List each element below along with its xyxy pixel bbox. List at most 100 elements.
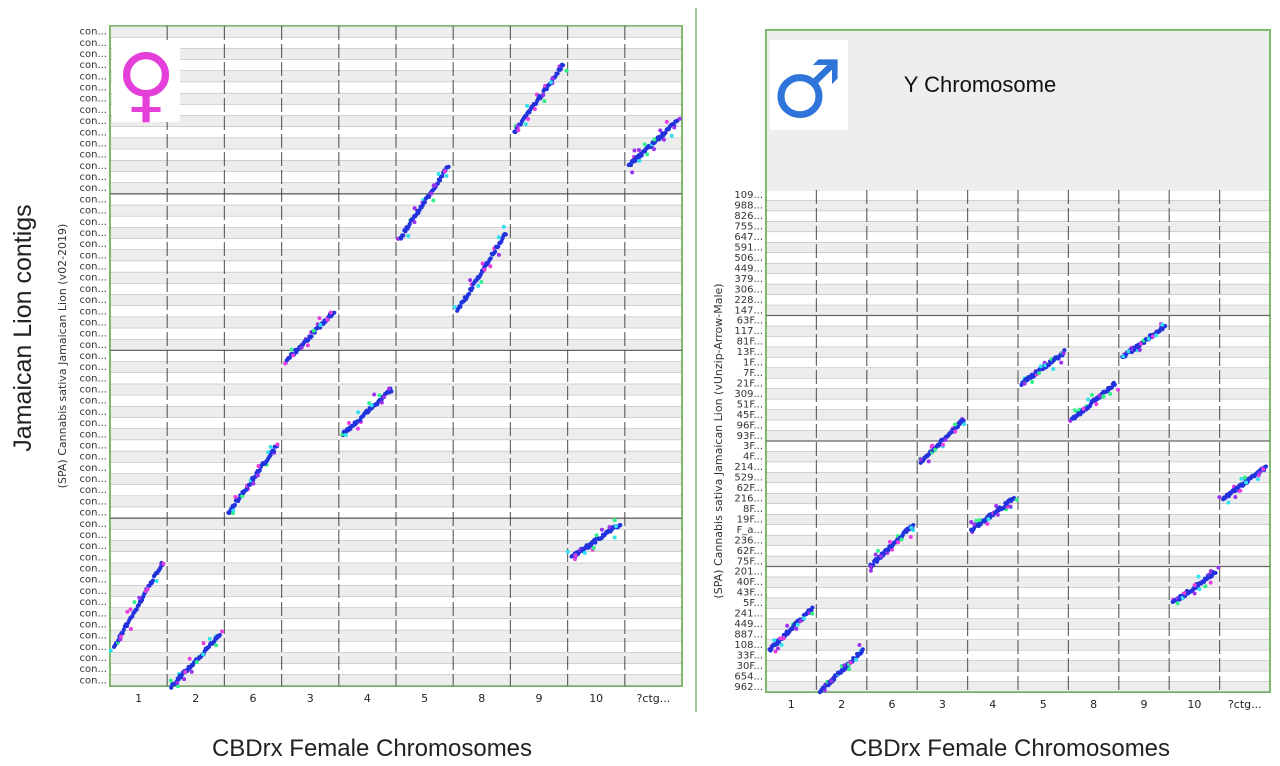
male-alignment-dot [1081,406,1086,411]
male-y-tick-label: F_a... [737,525,763,536]
female-alignment-dot [207,636,212,641]
female-alignment-dot [168,678,173,683]
female-alignment-dot [436,172,441,177]
male-alignment-dot [1097,393,1102,398]
female-y-tick-label: con... [80,373,108,384]
female-alignment-dot [309,334,314,339]
female-alignment-dot [201,652,206,657]
female-alignment-dot [433,183,438,188]
male-header-band [767,31,1269,191]
male-x-tick-label: 8 [1090,698,1097,711]
female-alignment-dot [542,99,547,104]
male-row-band [767,576,1269,588]
male-y-tick-label: 4F... [743,452,763,463]
female-y-tick-label: con... [80,452,108,463]
female-y-tick-label: con... [80,94,108,105]
male-x-tick-label: 10 [1187,698,1201,711]
female-x-tick-label: 5 [421,692,428,705]
male-alignment-dot [933,447,938,452]
female-alignment-dot [476,283,481,288]
male-alignment-dot [1244,480,1249,485]
male-alignment-dot [781,636,786,641]
female-y-tick-label: con... [80,608,108,619]
male-alignment-dot [1051,366,1056,371]
male-y-tick-label: 19F... [737,514,763,525]
male-alignment-dot [1255,477,1260,482]
female-y-tick-label: con... [80,597,108,608]
male-alignment-dot [1243,475,1248,480]
male-y-tick-label: 529... [734,473,763,484]
male-y-axis-label: (SPA) Cannabis sativa Jamaican Lion (vUn… [712,283,725,598]
male-y-tick-label: 988... [734,201,763,212]
male-alignment-dot [868,568,873,573]
male-symbol-box [770,40,848,130]
right-x-caption: CBDrx Female Chromosomes [850,735,1170,762]
male-y-tick-label: 51F... [737,399,763,410]
female-y-tick-label: con... [80,362,108,373]
female-symbol-box [112,40,180,122]
female-alignment-dot [389,389,394,394]
male-y-tick-label: 75F... [737,556,763,567]
female-alignment-dot [482,267,487,272]
female-alignment-dot [201,641,206,646]
female-alignment-dot [630,170,635,175]
female-alignment-dot [137,595,142,600]
female-alignment-dot [217,632,222,638]
female-alignment-dot [268,444,273,449]
male-y-tick-label: 201... [734,567,763,578]
female-alignment-dot [427,194,432,199]
female-alignment-dot [214,643,219,648]
female-alignment-dot [379,400,384,405]
female-y-tick-label: con... [80,127,108,138]
male-x-tick-label: 3 [939,698,946,711]
male-y-tick-label: 7F... [743,368,763,379]
male-alignment-dot [940,442,945,447]
male-alignment-dot [785,623,790,628]
male-alignment-dot [879,554,884,559]
female-y-tick-label: con... [80,653,108,664]
female-alignment-dot [664,119,669,124]
female-y-tick-label: con... [80,586,108,597]
female-x-tick-label: 8 [478,692,485,705]
female-alignment-dot [636,147,641,152]
female-alignment-dot [283,361,288,366]
male-alignment-dot [961,418,966,423]
female-y-tick-label: con... [80,396,108,407]
female-alignment-dot [501,224,506,229]
male-y-tick-label: 647... [734,232,763,243]
left-x-caption: CBDrx Female Chromosomes [212,735,532,762]
female-alignment-dot [591,545,596,550]
female-alignment-dot [452,305,457,310]
female-alignment-dot [268,453,273,458]
male-alignment-dot [801,616,806,621]
female-alignment-dot [125,609,130,614]
male-alignment-dot [794,626,799,631]
female-alignment-dot [377,393,382,398]
female-alignment-dot [637,158,642,163]
female-alignment-dot [652,147,657,152]
male-alignment-dot [795,622,800,627]
male-alignment-dot [847,667,852,672]
male-x-tick-label: 6 [889,698,896,711]
female-alignment-dot [150,578,155,583]
male-alignment-dot [952,422,957,427]
female-alignment-dot [132,600,137,605]
male-alignment-dot [909,525,914,530]
female-alignment-dot [237,496,242,501]
male-alignment-dot [1263,464,1269,469]
male-alignment-dot [1160,322,1165,327]
male-y-tick-label: 228... [734,295,763,306]
female-y-tick-label: con... [80,150,108,161]
female-y-tick-label: con... [80,83,108,94]
female-alignment-dot [182,677,187,682]
male-y-tick-label: 40F... [737,577,763,588]
female-alignment-dot [594,533,599,538]
female-alignment-dot [677,116,682,121]
male-y-tick-label: 962... [734,682,763,693]
male-y-tick-label: 45F... [737,410,763,421]
female-alignment-dot [145,587,150,592]
male-alignment-dot [857,643,862,648]
female-alignment-dot [555,71,560,76]
male-alignment-dot [985,521,990,526]
female-y-tick-label: con... [80,284,108,295]
